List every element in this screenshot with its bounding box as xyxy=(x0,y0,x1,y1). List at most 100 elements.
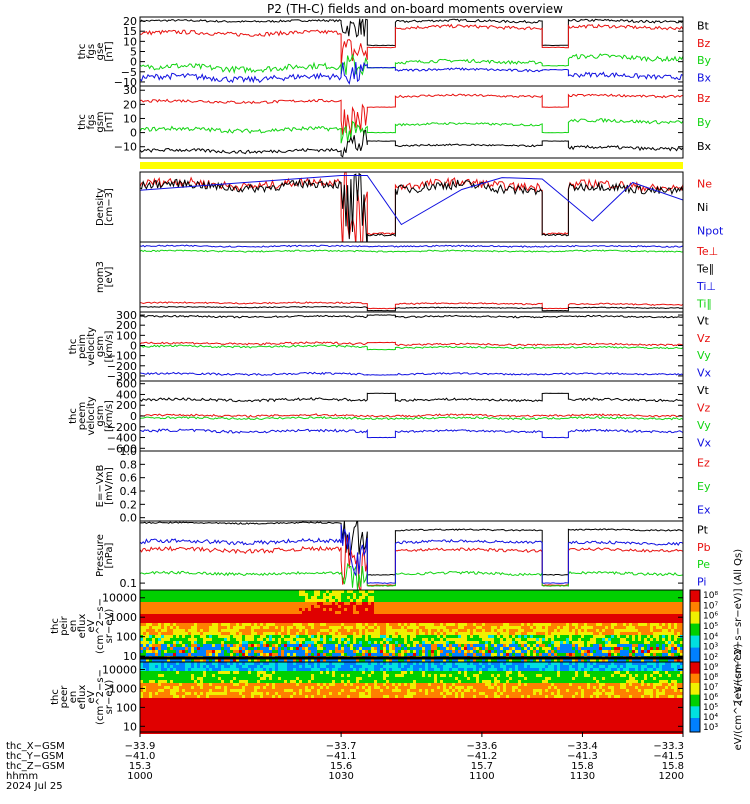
heatmap-cell xyxy=(215,632,218,635)
heatmap-cell xyxy=(473,605,476,608)
heatmap-cell xyxy=(287,599,290,602)
heatmap-cell xyxy=(617,629,620,632)
heatmap-cell xyxy=(365,614,368,617)
heatmap-cell xyxy=(311,608,314,611)
y-tick-label: 0.2 xyxy=(120,498,138,511)
heatmap-cell xyxy=(362,593,365,596)
heatmap-cell xyxy=(296,632,299,635)
heatmap-cell xyxy=(149,677,152,680)
heatmap-cell xyxy=(149,602,152,605)
heatmap-cell xyxy=(218,632,221,635)
heatmap-cell xyxy=(398,653,401,656)
heatmap-cell xyxy=(671,632,674,635)
heatmap-cell xyxy=(188,632,191,635)
heatmap-cell xyxy=(293,608,296,611)
heatmap-cell xyxy=(302,653,305,656)
heatmap-cell xyxy=(491,596,494,599)
heatmap-cell xyxy=(485,596,488,599)
heatmap-cell xyxy=(218,596,221,599)
heatmap-cell xyxy=(242,647,245,650)
heatmap-cell xyxy=(626,650,629,653)
heatmap-cell xyxy=(329,641,332,644)
heatmap-cell xyxy=(404,653,407,656)
heatmap-cell xyxy=(659,650,662,653)
heatmap-cell xyxy=(269,644,272,647)
heatmap-cell xyxy=(674,620,677,623)
heatmap-cell xyxy=(149,605,152,608)
heatmap-cell xyxy=(518,638,521,641)
heatmap-cell xyxy=(320,620,323,623)
heatmap-cell xyxy=(344,638,347,641)
heatmap-cell xyxy=(257,599,260,602)
heatmap-cell xyxy=(332,632,335,635)
heatmap-cell xyxy=(293,623,296,626)
heatmap-cell xyxy=(191,620,194,623)
heatmap-cell xyxy=(449,623,452,626)
heatmap-cell xyxy=(443,605,446,608)
heatmap-cell xyxy=(485,611,488,614)
heatmap-cell xyxy=(461,602,464,605)
heatmap-cell xyxy=(413,599,416,602)
heatmap-cell xyxy=(638,614,641,617)
heatmap-cell xyxy=(458,644,461,647)
heatmap-cell xyxy=(362,599,365,602)
heatmap-cell xyxy=(626,632,629,635)
heatmap-cell xyxy=(143,641,146,644)
heatmap-cell xyxy=(677,638,680,641)
heatmap-cell xyxy=(521,635,524,638)
heatmap-cell xyxy=(650,599,653,602)
heatmap-cell xyxy=(221,602,224,605)
heatmap-cell xyxy=(431,596,434,599)
heatmap-cell xyxy=(194,650,197,653)
heatmap-cell xyxy=(527,653,530,656)
heatmap-cell xyxy=(566,608,569,611)
heatmap-cell xyxy=(230,596,233,599)
heatmap-cell xyxy=(545,638,548,641)
heatmap-cell xyxy=(620,644,623,647)
heatmap-cell xyxy=(245,650,248,653)
heatmap-cell xyxy=(380,632,383,635)
heatmap-cell xyxy=(389,638,392,641)
heatmap-cell xyxy=(185,611,188,614)
heatmap-cell xyxy=(458,596,461,599)
heatmap-cell xyxy=(506,626,509,629)
heatmap-cell xyxy=(203,602,206,605)
heatmap-cell xyxy=(626,611,629,614)
heatmap-cell xyxy=(221,611,224,614)
heatmap-cell xyxy=(398,635,401,638)
heatmap-cell xyxy=(197,650,200,653)
heatmap-cell xyxy=(416,617,419,620)
heatmap-cell xyxy=(677,623,680,626)
heatmap-cell xyxy=(665,629,668,632)
heatmap-cell xyxy=(416,641,419,644)
heatmap-cell xyxy=(239,614,242,617)
heatmap-cell xyxy=(527,620,530,623)
heatmap-cell xyxy=(464,644,467,647)
heatmap-cell xyxy=(263,653,266,656)
heatmap-cell xyxy=(332,611,335,614)
heatmap-cell xyxy=(353,593,356,596)
heatmap-cell xyxy=(182,620,185,623)
heatmap-cell xyxy=(377,620,380,623)
heatmap-cell xyxy=(272,647,275,650)
heatmap-cell xyxy=(635,602,638,605)
heatmap-cell xyxy=(647,605,650,608)
heatmap-cell xyxy=(164,686,167,689)
heatmap-cell xyxy=(440,644,443,647)
heatmap-cell xyxy=(437,611,440,614)
heatmap-cell xyxy=(395,608,398,611)
heatmap-cell xyxy=(233,605,236,608)
heatmap-cell xyxy=(437,629,440,632)
heatmap-cell xyxy=(164,614,167,617)
heatmap-cell xyxy=(320,626,323,629)
heatmap-cell xyxy=(635,593,638,596)
heatmap-cell xyxy=(314,602,317,605)
heatmap-cell xyxy=(674,599,677,602)
heatmap-cell xyxy=(380,635,383,638)
heatmap-cell xyxy=(578,629,581,632)
heatmap-cell xyxy=(332,641,335,644)
heatmap-cell xyxy=(560,596,563,599)
heatmap-cell xyxy=(299,608,302,611)
heatmap-cell xyxy=(161,668,164,671)
heatmap-cell xyxy=(485,617,488,620)
